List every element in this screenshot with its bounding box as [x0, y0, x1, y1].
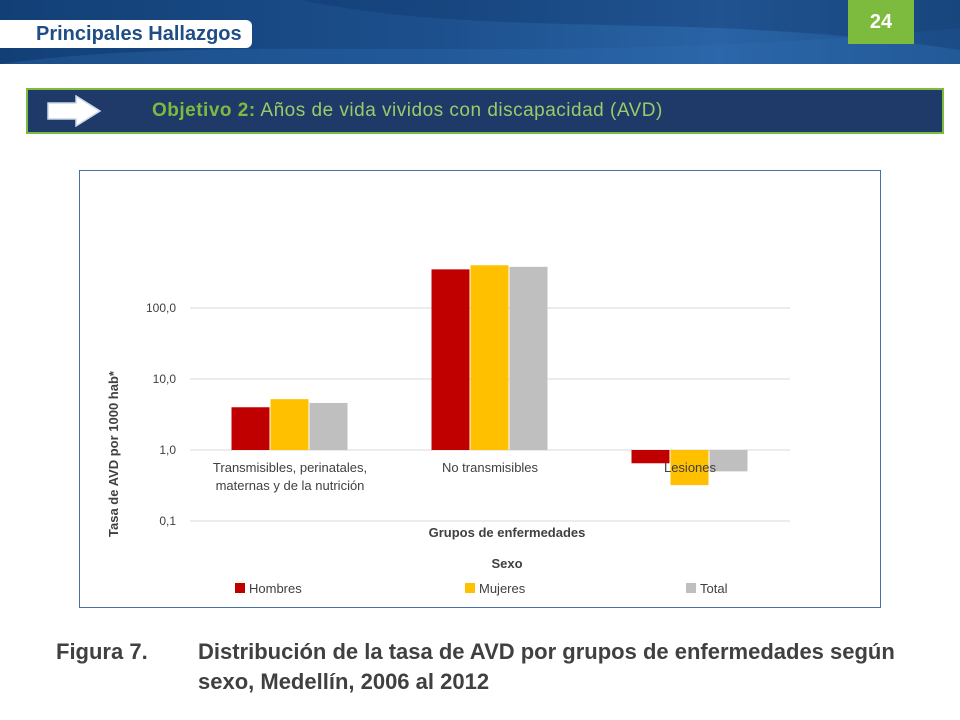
bar-mujeres-2	[470, 265, 509, 450]
objective-text: Objetivo 2: Años de vida vividos con dis…	[152, 90, 663, 132]
y-tick-label: 10,0	[153, 372, 177, 386]
legend-label-hombres: Hombres	[249, 581, 302, 596]
legend-swatch-mujeres	[465, 583, 475, 593]
y-tick-labels: 0,1 1,0 10,0 100,0	[146, 301, 176, 528]
x-tick-label: Lesiones	[664, 460, 717, 475]
slide-number: 24	[848, 0, 914, 44]
bar-hombres-1	[231, 407, 270, 450]
avd-bar-chart: 0,1 1,0 10,0 100,0 Transmisibles, perinatal…	[106, 265, 790, 596]
caption-label: Figura 7.	[56, 639, 148, 664]
caption-text: Distribución de la tasa de AVD por grupo…	[198, 639, 895, 694]
header-bar	[0, 0, 960, 64]
objective-value: Años de vida vividos con discapacidad (A…	[260, 100, 663, 121]
y-axis-label: Tasa de AVD por 1000 hab*	[106, 370, 121, 537]
slide-title: Principales Hallazgos	[0, 20, 252, 48]
objective-banner: Objetivo 2: Años de vida vividos con dis…	[26, 88, 944, 134]
bar-total-1	[309, 402, 348, 450]
arrow-right-icon	[47, 95, 102, 127]
legend: Hombres Mujeres Total	[235, 581, 728, 596]
x-tick-labels: Transmisibles, perinatales, maternas y de…	[213, 460, 717, 493]
y-tick-label: 1,0	[159, 443, 176, 457]
chart-frame: 0,1 1,0 10,0 100,0 Transmisibles, perinatal…	[79, 170, 881, 608]
legend-swatch-total	[686, 583, 696, 593]
x-tick-label: No transmisibles	[442, 460, 539, 475]
x-tick-label: Transmisibles, perinatales,	[213, 460, 367, 475]
legend-title: Sexo	[491, 556, 522, 571]
y-tick-label: 0,1	[159, 514, 176, 528]
objective-label: Objetivo 2:	[152, 100, 256, 121]
y-tick-label: 100,0	[146, 301, 176, 315]
header-wave-decoration	[0, 0, 960, 64]
legend-swatch-hombres	[235, 583, 245, 593]
bar-mujeres-1	[270, 399, 309, 450]
bar-hombres-3	[631, 450, 670, 464]
bar-hombres-2	[431, 269, 470, 450]
bar-total-3	[709, 450, 748, 472]
bar-total-2	[509, 266, 548, 450]
bar-mujeres-3	[670, 450, 709, 486]
x-axis-label: Grupos de enfermedades	[429, 525, 586, 540]
legend-label-mujeres: Mujeres	[479, 581, 526, 596]
bars-layer	[231, 265, 748, 486]
legend-label-total: Total	[700, 581, 728, 596]
x-tick-label: maternas y de la nutrición	[216, 478, 365, 493]
